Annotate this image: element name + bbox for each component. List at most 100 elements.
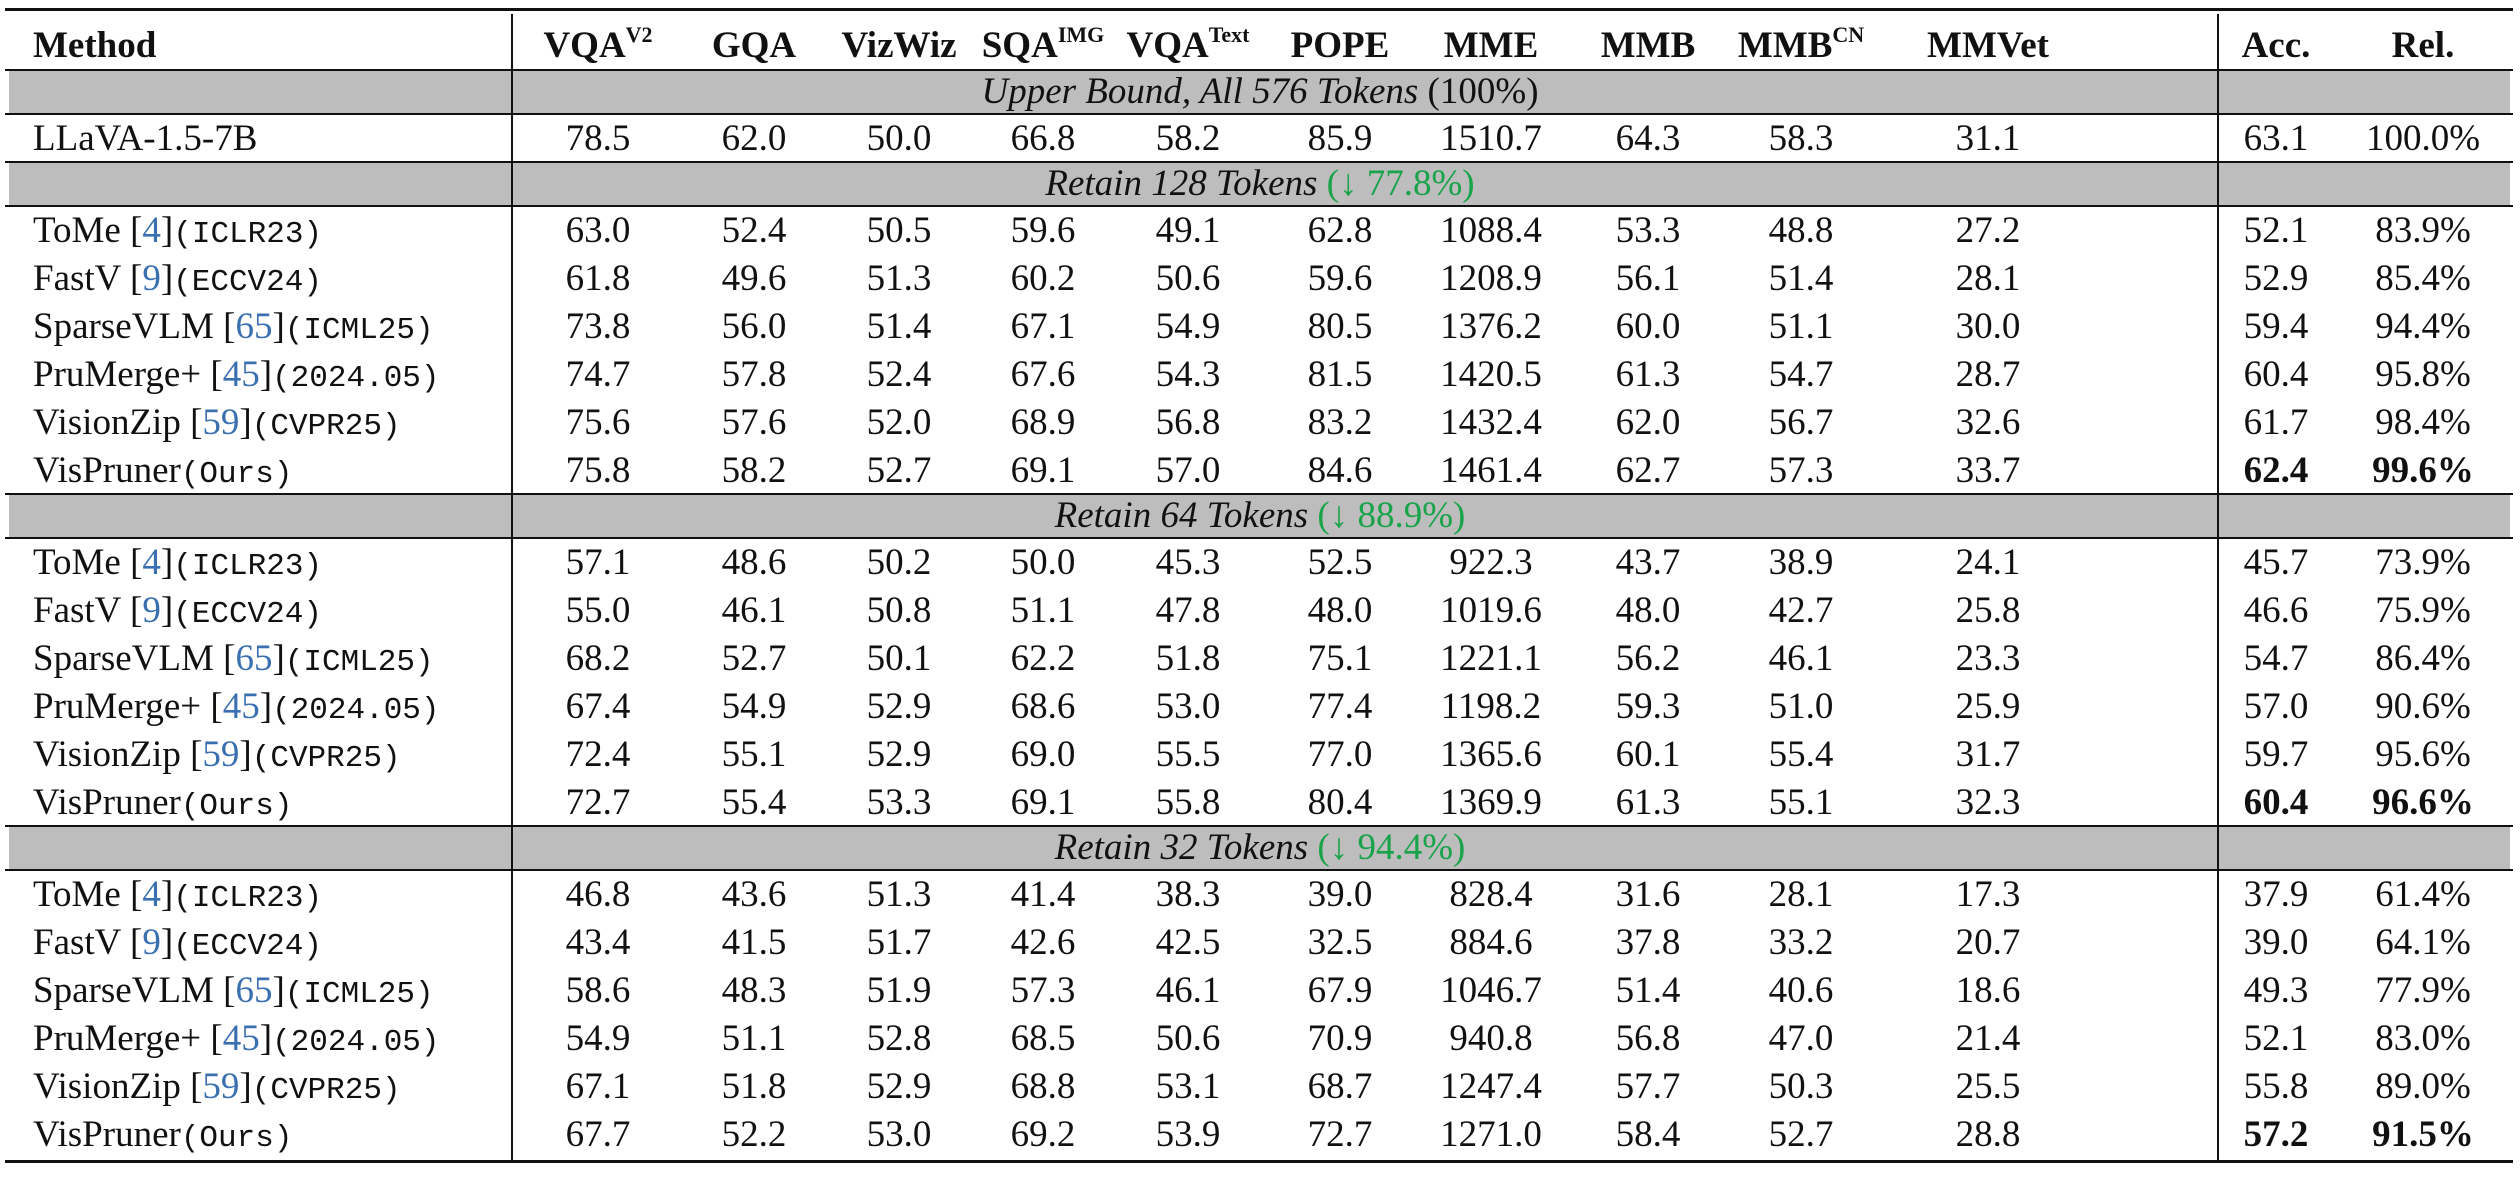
method-name: ToMe (33, 874, 121, 915)
value-text: 58.2 (1155, 118, 1221, 159)
value-gqa: 52.2 (722, 1111, 787, 1159)
value-text: 38.9 (1768, 542, 1834, 583)
value-vizwiz: 52.9 (867, 731, 932, 779)
value-vqav2: 61.8 (566, 255, 631, 303)
value-text: 51.7 (866, 922, 932, 963)
acc-text: 52.1 (2243, 210, 2309, 251)
rel-text: 73.9% (2375, 542, 2471, 583)
value-mmb: 56.1 (1616, 255, 1681, 303)
value-text: 1198.2 (1440, 686, 1542, 727)
value-vqav2: 67.1 (566, 1063, 631, 1111)
value-mmb: 56.8 (1616, 1015, 1681, 1063)
acc-text: 59.4 (2243, 306, 2309, 347)
method-cell: PruMerge+ [45](2024.05) (33, 354, 440, 396)
value-text: 33.2 (1768, 922, 1834, 963)
value-acc: 57.0 (2244, 683, 2309, 731)
value-text: 57.3 (1768, 450, 1834, 491)
value-text: 52.9 (866, 1066, 932, 1107)
value-text: 55.4 (721, 782, 787, 823)
value-mmvet: 32.6 (1956, 399, 2021, 447)
value-sqaimg: 68.8 (1011, 1063, 1076, 1111)
value-vizwiz: 51.3 (867, 255, 932, 303)
value-text: 52.4 (866, 354, 932, 395)
value-mmvet: 28.1 (1956, 255, 2021, 303)
value-text: 80.4 (1307, 782, 1373, 823)
value-vqav2: 75.8 (566, 447, 631, 495)
method-cell: FastV [9](ECCV24) (33, 258, 322, 300)
method-cell: VisPruner(Ours) (33, 1111, 292, 1159)
value-vqatext: 56.8 (1156, 399, 1221, 447)
value-pope: 67.9 (1308, 967, 1373, 1015)
citation-link: 4 (142, 542, 161, 583)
method-name: ToMe (33, 542, 121, 583)
value-rel: 85.4% (2375, 255, 2471, 303)
value-gqa: 46.1 (722, 587, 787, 635)
header-label: MMB (1737, 25, 1833, 66)
value-gqa: 57.6 (722, 399, 787, 447)
value-sqaimg: 67.6 (1011, 351, 1076, 399)
value-acc: 60.4 (2244, 351, 2309, 399)
value-mmb: 61.3 (1616, 351, 1681, 399)
method-venue: (ICML25) (284, 645, 434, 680)
value-mmvet: 28.7 (1956, 351, 2021, 399)
value-acc: 61.7 (2244, 399, 2309, 447)
value-mmvet: 28.8 (1956, 1111, 2021, 1159)
value-vizwiz: 50.1 (867, 635, 932, 683)
value-rel: 64.1% (2375, 919, 2471, 967)
value-sqaimg: 69.1 (1011, 779, 1076, 827)
value-text: 68.9 (1010, 402, 1076, 443)
method-venue: (CVPR25) (251, 741, 401, 776)
value-vqatext: 58.2 (1156, 115, 1221, 163)
value-vqav2: 74.7 (566, 351, 631, 399)
value-vizwiz: 51.9 (867, 967, 932, 1015)
method-name: VisPruner (33, 1114, 181, 1155)
header-label: MMVet (1927, 25, 2049, 66)
acc-text: 57.0 (2243, 686, 2309, 727)
value-text: 52.8 (866, 1018, 932, 1059)
value-pope: 72.7 (1308, 1111, 1373, 1159)
value-vqav2: 54.9 (566, 1015, 631, 1063)
value-text: 61.8 (565, 258, 631, 299)
value-acc: 49.3 (2244, 967, 2309, 1015)
header-label: GQA (711, 25, 797, 66)
method-venue: (ECCV24) (173, 929, 322, 964)
value-mmbcn: 38.9 (1769, 539, 1834, 587)
value-text: 40.6 (1768, 970, 1834, 1011)
value-text: 25.9 (1955, 686, 2021, 727)
value-mmbcn: 42.7 (1769, 587, 1834, 635)
value-acc: 55.8 (2244, 1063, 2309, 1111)
value-mmvet: 32.3 (1956, 779, 2021, 827)
rel-text: 91.5% (2372, 1114, 2474, 1155)
method-cell: VisPruner(Ours) (33, 779, 292, 827)
header-label: Method (33, 25, 157, 66)
value-text: 21.4 (1955, 1018, 2021, 1059)
section-title: Retain 32 Tokens (↓ 94.4%) (1055, 824, 1466, 872)
value-acc: 62.4 (2244, 447, 2309, 495)
value-vizwiz: 50.2 (867, 539, 932, 587)
value-text: 32.5 (1307, 922, 1373, 963)
method-name: PruMerge+ (33, 1018, 202, 1059)
method-name: FastV (33, 590, 121, 631)
value-gqa: 62.0 (722, 115, 787, 163)
value-text: 55.4 (1768, 734, 1834, 775)
value-text: 57.6 (721, 402, 787, 443)
value-mmb: 48.0 (1616, 587, 1681, 635)
value-text: 56.7 (1768, 402, 1834, 443)
value-mmbcn: 51.0 (1769, 683, 1834, 731)
rel-text: 94.4% (2375, 306, 2471, 347)
value-mmb: 62.0 (1616, 399, 1681, 447)
method-venue: (CVPR25) (251, 1073, 401, 1108)
method-name: PruMerge+ (33, 354, 202, 395)
value-vizwiz: 50.0 (867, 115, 932, 163)
value-text: 62.2 (1010, 638, 1076, 679)
value-text: 28.1 (1768, 874, 1834, 915)
value-text: 51.1 (721, 1018, 787, 1059)
section-title-text: Retain 128 Tokens (1045, 163, 1318, 204)
value-text: 60.1 (1615, 734, 1681, 775)
value-acc: 63.1 (2244, 115, 2309, 163)
value-acc: 59.7 (2244, 731, 2309, 779)
acc-text: 39.0 (2243, 922, 2309, 963)
header-vizwiz: VizWiz (841, 22, 956, 70)
value-acc: 39.0 (2244, 919, 2309, 967)
value-mme: 1369.9 (1440, 779, 1542, 827)
